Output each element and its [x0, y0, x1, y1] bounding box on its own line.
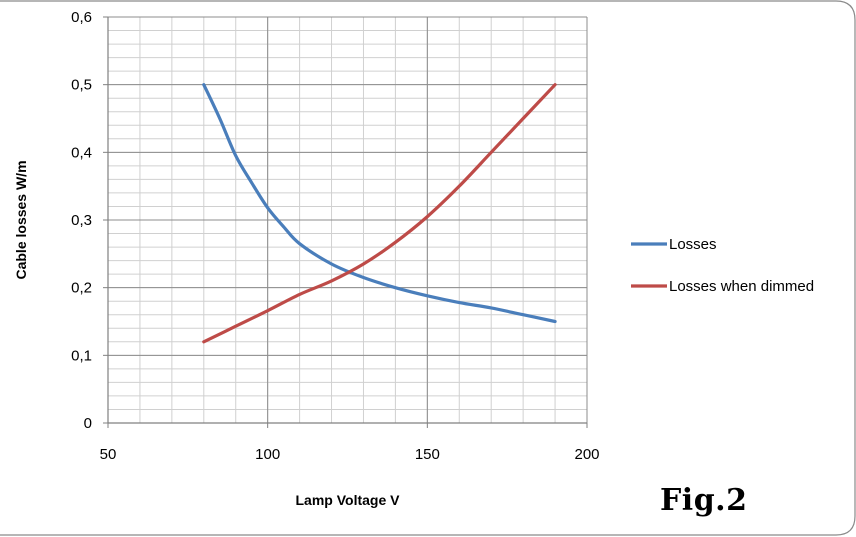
y-tick-label: 0,5 [71, 77, 92, 94]
y-tick-label: 0,4 [71, 144, 92, 161]
legend-label-1: Losses [669, 236, 717, 253]
x-axis-title: Lamp Voltage V [296, 492, 401, 508]
series-line-2 [202, 83, 557, 344]
y-tick-label: 0,2 [71, 280, 92, 297]
x-tick-label: 200 [574, 446, 599, 463]
y-axis-title: Cable losses W/m [13, 160, 29, 279]
y-tick-label: 0,3 [71, 212, 92, 229]
x-tick-label: 50 [100, 446, 117, 463]
y-tick-label: 0,6 [71, 9, 92, 26]
legend-label-2: Losses when dimmed [669, 278, 814, 295]
y-tick-label: 0 [84, 415, 92, 432]
x-tick-label: 150 [415, 446, 440, 463]
y-tick-label: 0,1 [71, 347, 92, 364]
figure-label: Fig.2 [660, 483, 748, 518]
series-line-1 [202, 83, 557, 324]
x-tick-label: 100 [255, 446, 280, 463]
